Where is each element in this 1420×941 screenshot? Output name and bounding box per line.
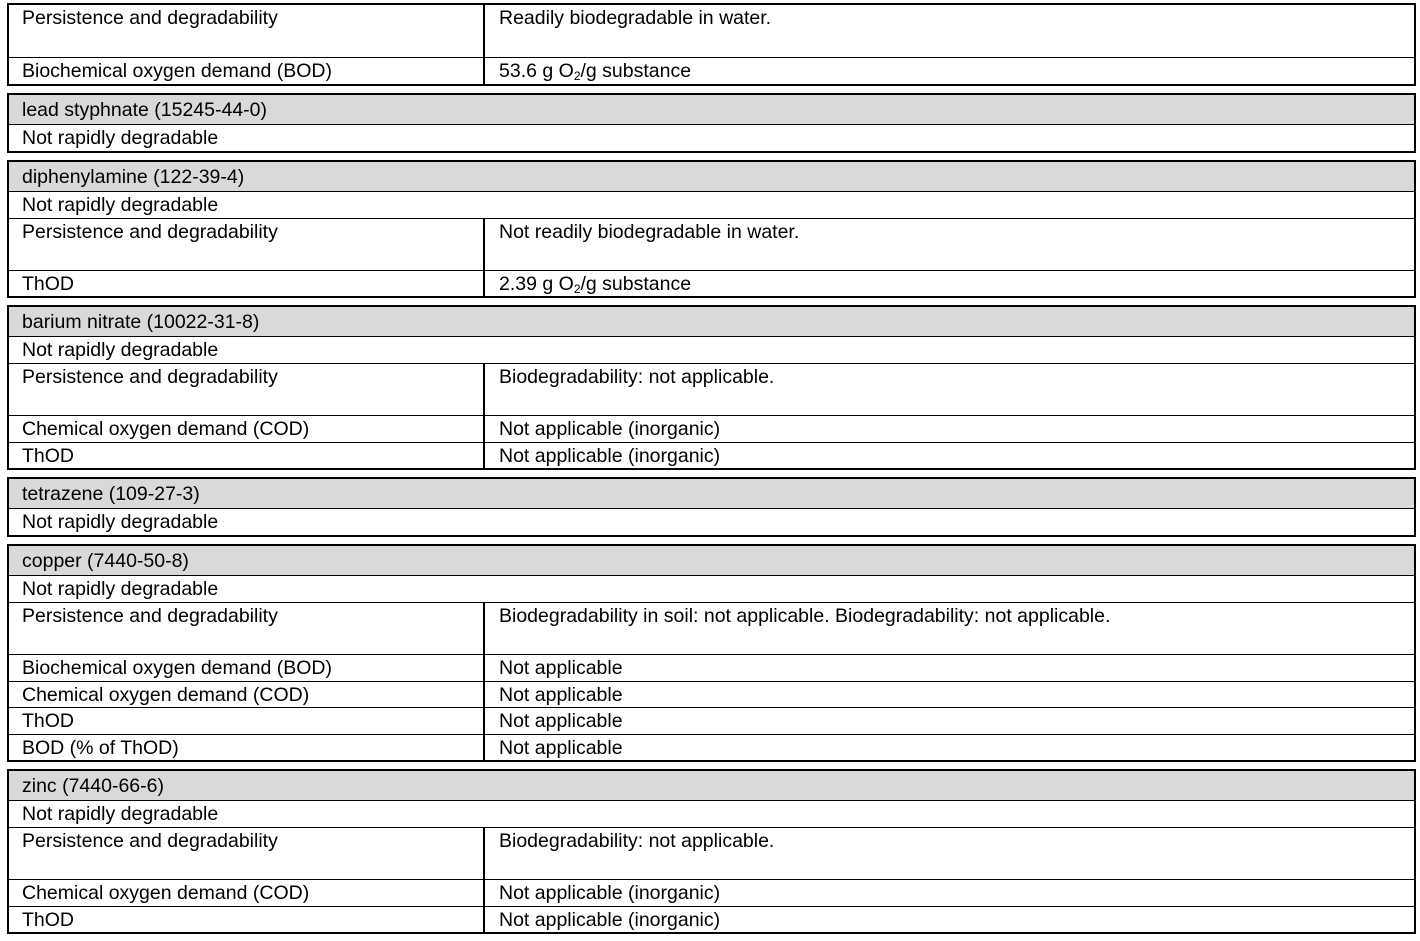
substance-name: copper (7440-50-8) <box>22 550 189 572</box>
property-label: Persistence and degradability <box>9 5 485 57</box>
property-label: Persistence and degradability <box>9 364 485 415</box>
table-row: ThOD Not applicable <box>9 707 1414 734</box>
property-value: Not readily biodegradable in water. <box>499 220 800 243</box>
degradability-note-row: Not rapidly degradable <box>9 336 1414 363</box>
table-row: ThOD Not applicable (inorganic) <box>9 905 1414 932</box>
table-row: Chemical oxygen demand (COD) Not applicab… <box>9 680 1414 707</box>
property-value: Biodegradability: not applicable. <box>499 830 775 852</box>
property-label: Biochemical oxygen demand (BOD) <box>9 655 485 681</box>
property-value: Not applicable <box>499 683 623 706</box>
property-value: Not applicable (inorganic) <box>499 444 721 467</box>
property-label: Biochemical oxygen demand (BOD) <box>9 58 485 84</box>
table-row: BOD (% of ThOD) Not applicable <box>9 733 1414 760</box>
table-row: Persistence and degradability Biodegradab… <box>9 363 1414 415</box>
substance-header-row: barium nitrate (10022-31-8) <box>9 307 1414 336</box>
table-row: ThOD Not applicable (inorganic) <box>9 441 1414 468</box>
property-label: Persistence and degradability <box>9 603 485 654</box>
degradability-note-row: Not rapidly degradable <box>9 123 1414 151</box>
property-label: Persistence and degradability <box>9 828 485 879</box>
table-row: Chemical oxygen demand (COD) Not applicab… <box>9 415 1414 442</box>
ecotoxicity-document: Persistence and degradability Readily bio… <box>7 3 1416 941</box>
substance-table: tetrazene (109-27-3) Not rapidly degradab… <box>7 477 1416 537</box>
substance-table: lead styphnate (15245-44-0) Not rapidly d… <box>7 92 1416 153</box>
table-row: Persistence and degradability Biodegradab… <box>9 602 1414 654</box>
property-value: Not applicable (inorganic) <box>499 418 721 440</box>
degradability-note: Not rapidly degradable <box>22 126 219 149</box>
substance-name: lead styphnate (15245-44-0) <box>22 98 267 121</box>
property-value: Not applicable (inorganic) <box>499 882 721 904</box>
substance-name: tetrazene (109-27-3) <box>22 483 200 505</box>
substance-table: Persistence and degradability Readily bio… <box>7 3 1416 86</box>
substance-header-row: tetrazene (109-27-3) <box>9 479 1414 508</box>
table-row: Chemical oxygen demand (COD) Not applicab… <box>9 879 1414 906</box>
property-value: Biodegradability: not applicable. <box>499 366 775 388</box>
degradability-note-row: Not rapidly degradable <box>9 508 1414 535</box>
degradability-note-row: Not rapidly degradable <box>9 190 1414 218</box>
substance-table: barium nitrate (10022-31-8) Not rapidly d… <box>7 305 1416 470</box>
degradability-note: Not rapidly degradable <box>22 803 219 825</box>
table-row: Persistence and degradability Readily bio… <box>9 5 1414 57</box>
substance-header-row: lead styphnate (15245-44-0) <box>9 94 1414 124</box>
degradability-note-row: Not rapidly degradable <box>9 800 1414 827</box>
property-label: ThOD <box>9 442 485 468</box>
substance-header-row: diphenylamine (122-39-4) <box>9 161 1414 191</box>
property-value: Not applicable (inorganic) <box>499 908 721 931</box>
substance-name: diphenylamine (122-39-4) <box>22 165 245 188</box>
property-label: ThOD <box>9 906 485 932</box>
degradability-note-row: Not rapidly degradable <box>9 575 1414 602</box>
property-label: ThOD <box>9 708 485 734</box>
table-row: Biochemical oxygen demand (BOD) Not appli… <box>9 654 1414 681</box>
substance-name: zinc (7440-66-6) <box>22 775 164 797</box>
substance-header-row: zinc (7440-66-6) <box>9 771 1414 800</box>
degradability-note: Not rapidly degradable <box>22 578 219 600</box>
substance-table: copper (7440-50-8) Not rapidly degradable… <box>7 544 1416 762</box>
property-value: Not applicable <box>499 736 623 759</box>
substance-name: barium nitrate (10022-31-8) <box>22 311 260 333</box>
property-label: Chemical oxygen demand (COD) <box>9 880 485 906</box>
property-value: 2.39 g O2/g substance <box>499 272 692 296</box>
property-label: Chemical oxygen demand (COD) <box>9 681 485 707</box>
property-value: Biodegradability in soil: not applicable… <box>499 605 1111 627</box>
substance-header-row: copper (7440-50-8) <box>9 546 1414 575</box>
property-label: Chemical oxygen demand (COD) <box>9 416 485 442</box>
degradability-note: Not rapidly degradable <box>22 339 219 361</box>
property-label: BOD (% of ThOD) <box>9 734 485 760</box>
table-row: Persistence and degradability Not readily… <box>9 217 1414 270</box>
property-value: 53.6 g O2/g substance <box>499 60 692 83</box>
property-value: Not applicable <box>499 657 623 679</box>
property-label: Persistence and degradability <box>9 218 485 270</box>
property-value: Not applicable <box>499 710 623 732</box>
table-row: ThOD 2.39 g O2/g substance <box>9 269 1414 296</box>
substance-table: zinc (7440-66-6) Not rapidly degradable Pe… <box>7 769 1416 934</box>
degradability-note: Not rapidly degradable <box>22 511 219 533</box>
substance-table: diphenylamine (122-39-4) Not rapidly degr… <box>7 159 1416 298</box>
table-row: Biochemical oxygen demand (BOD) 53.6 g O2… <box>9 57 1414 84</box>
table-row: Persistence and degradability Biodegradab… <box>9 827 1414 879</box>
property-value: Readily biodegradable in water. <box>499 7 772 29</box>
property-label: ThOD <box>9 270 485 296</box>
degradability-note: Not rapidly degradable <box>22 193 219 216</box>
